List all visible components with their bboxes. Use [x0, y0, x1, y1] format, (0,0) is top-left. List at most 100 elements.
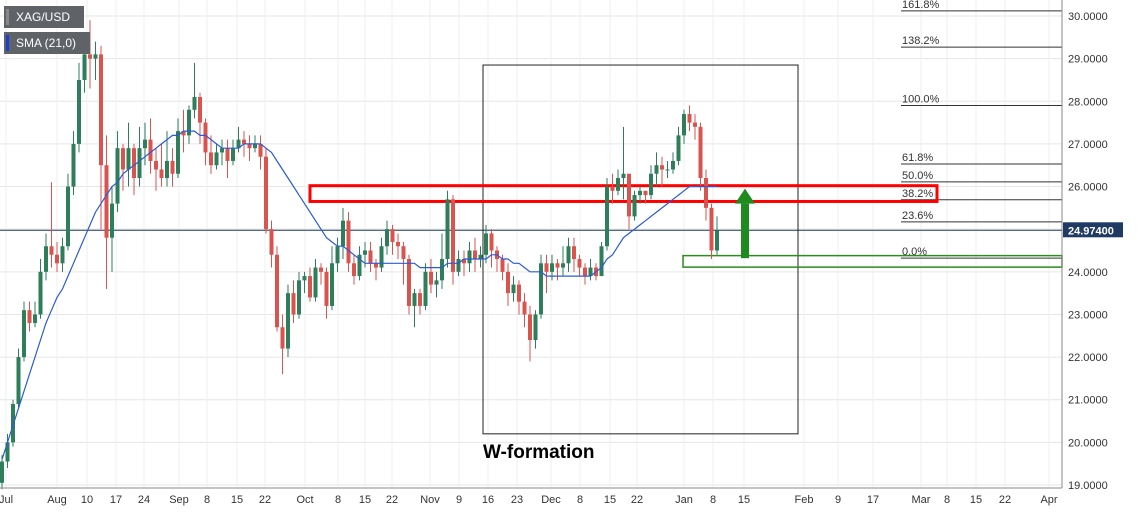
x-tick-label: 15 [604, 494, 616, 506]
candle-body [638, 190, 642, 196]
sma-line [1, 130, 717, 460]
candle-body [577, 259, 582, 268]
candle-body [484, 233, 488, 255]
y-tick-label: 27.0000 [1068, 139, 1108, 151]
candle-body [225, 148, 230, 161]
arrow-shaft [741, 203, 749, 259]
x-tick-label: Nov [420, 494, 440, 506]
candle-body [192, 97, 197, 110]
candle-body [165, 160, 169, 179]
candle-body [297, 280, 301, 315]
candle-body [209, 152, 213, 166]
x-tick-label: 22 [999, 494, 1011, 506]
candle-body [440, 259, 444, 281]
current-price-tag: 24.97400 [1063, 222, 1123, 238]
x-tick-label: 15 [970, 494, 982, 506]
candle-body [231, 148, 235, 161]
candle-body [220, 148, 224, 153]
x-tick-label: 10 [81, 494, 93, 506]
candle-body [275, 254, 279, 328]
plot-background [0, 0, 1062, 488]
candle-body [709, 207, 714, 251]
y-tick-label: 20.0000 [1068, 437, 1108, 449]
y-tick-label: 30.0000 [1068, 11, 1108, 23]
w-formation-box [482, 64, 799, 435]
candle-body [11, 403, 15, 443]
x-tick-label: Dec [541, 494, 561, 506]
candle-body [654, 165, 659, 174]
x-tick-label: 8 [204, 494, 210, 506]
candle-body [126, 148, 131, 170]
price-tag-label: 24.97400 [1068, 225, 1114, 237]
candle-body [352, 263, 356, 277]
x-tick-label: 23 [511, 494, 523, 506]
x-tick-label: 22 [631, 494, 643, 506]
candle-body [258, 143, 263, 157]
grid-lines [0, 0, 1062, 488]
candle-body [550, 263, 554, 272]
candle-body [115, 148, 120, 204]
legend-indicator[interactable]: SMA (21,0) [4, 32, 90, 54]
candle-body [412, 293, 417, 306]
x-tick-label: 17 [110, 494, 122, 506]
candle-body [572, 246, 576, 260]
candle-body [610, 186, 615, 191]
legend-symbol[interactable]: XAG/USD [4, 6, 84, 28]
candle-body [104, 165, 109, 238]
candle-body [148, 139, 153, 161]
x-tick-label: 8 [944, 494, 950, 506]
candle-body [60, 246, 65, 264]
legend-symbol-label: XAG/USD [16, 10, 71, 24]
w-formation-rect [482, 64, 799, 435]
candle-body [605, 186, 609, 247]
candle-body [335, 246, 340, 264]
candle-body [49, 246, 54, 255]
candle-body [77, 79, 81, 144]
candle-body [143, 139, 147, 149]
candle-body [374, 263, 378, 268]
candle-body [682, 114, 686, 136]
candle-body [396, 241, 400, 247]
candle-body [357, 254, 362, 277]
candle-body [0, 461, 4, 483]
candle-body [390, 229, 395, 242]
candle-body [66, 186, 70, 247]
candle-body [517, 284, 521, 302]
candle-body [291, 293, 296, 315]
candle-body [99, 54, 103, 166]
candle-body [456, 259, 461, 272]
candle-body [423, 271, 428, 306]
candle-body [269, 229, 274, 255]
candle-body [533, 314, 538, 341]
candle-body [561, 263, 565, 268]
x-tick-label: Apr [1040, 494, 1057, 506]
candle-body [236, 139, 241, 149]
candle-body [5, 442, 10, 462]
candle-body [176, 131, 180, 174]
candle-body [93, 54, 98, 59]
arrow-head [735, 188, 755, 204]
x-tick-label: Mar [912, 494, 931, 506]
y-tick-label: 23.0000 [1068, 309, 1108, 321]
x-tick-label: Jan [675, 494, 693, 506]
y-tick-label: 29.0000 [1068, 54, 1108, 66]
candle-body [715, 230, 719, 251]
candle-body [588, 267, 593, 277]
candle-body [181, 131, 186, 136]
candle-body [544, 263, 549, 272]
candle-body [154, 160, 158, 170]
candle-body [566, 246, 571, 264]
candle-body [687, 114, 692, 123]
candle-body [368, 250, 373, 264]
y-tick-label: 19.0000 [1068, 480, 1108, 492]
candle-body [170, 160, 175, 174]
candle-body [451, 199, 455, 272]
candle-body [286, 293, 290, 349]
candle-body [330, 263, 334, 306]
candle-body [110, 203, 114, 238]
candle-body [704, 178, 708, 208]
candle-body [363, 250, 367, 255]
x-tick-label: 22 [259, 494, 271, 506]
candle-body [445, 199, 450, 260]
